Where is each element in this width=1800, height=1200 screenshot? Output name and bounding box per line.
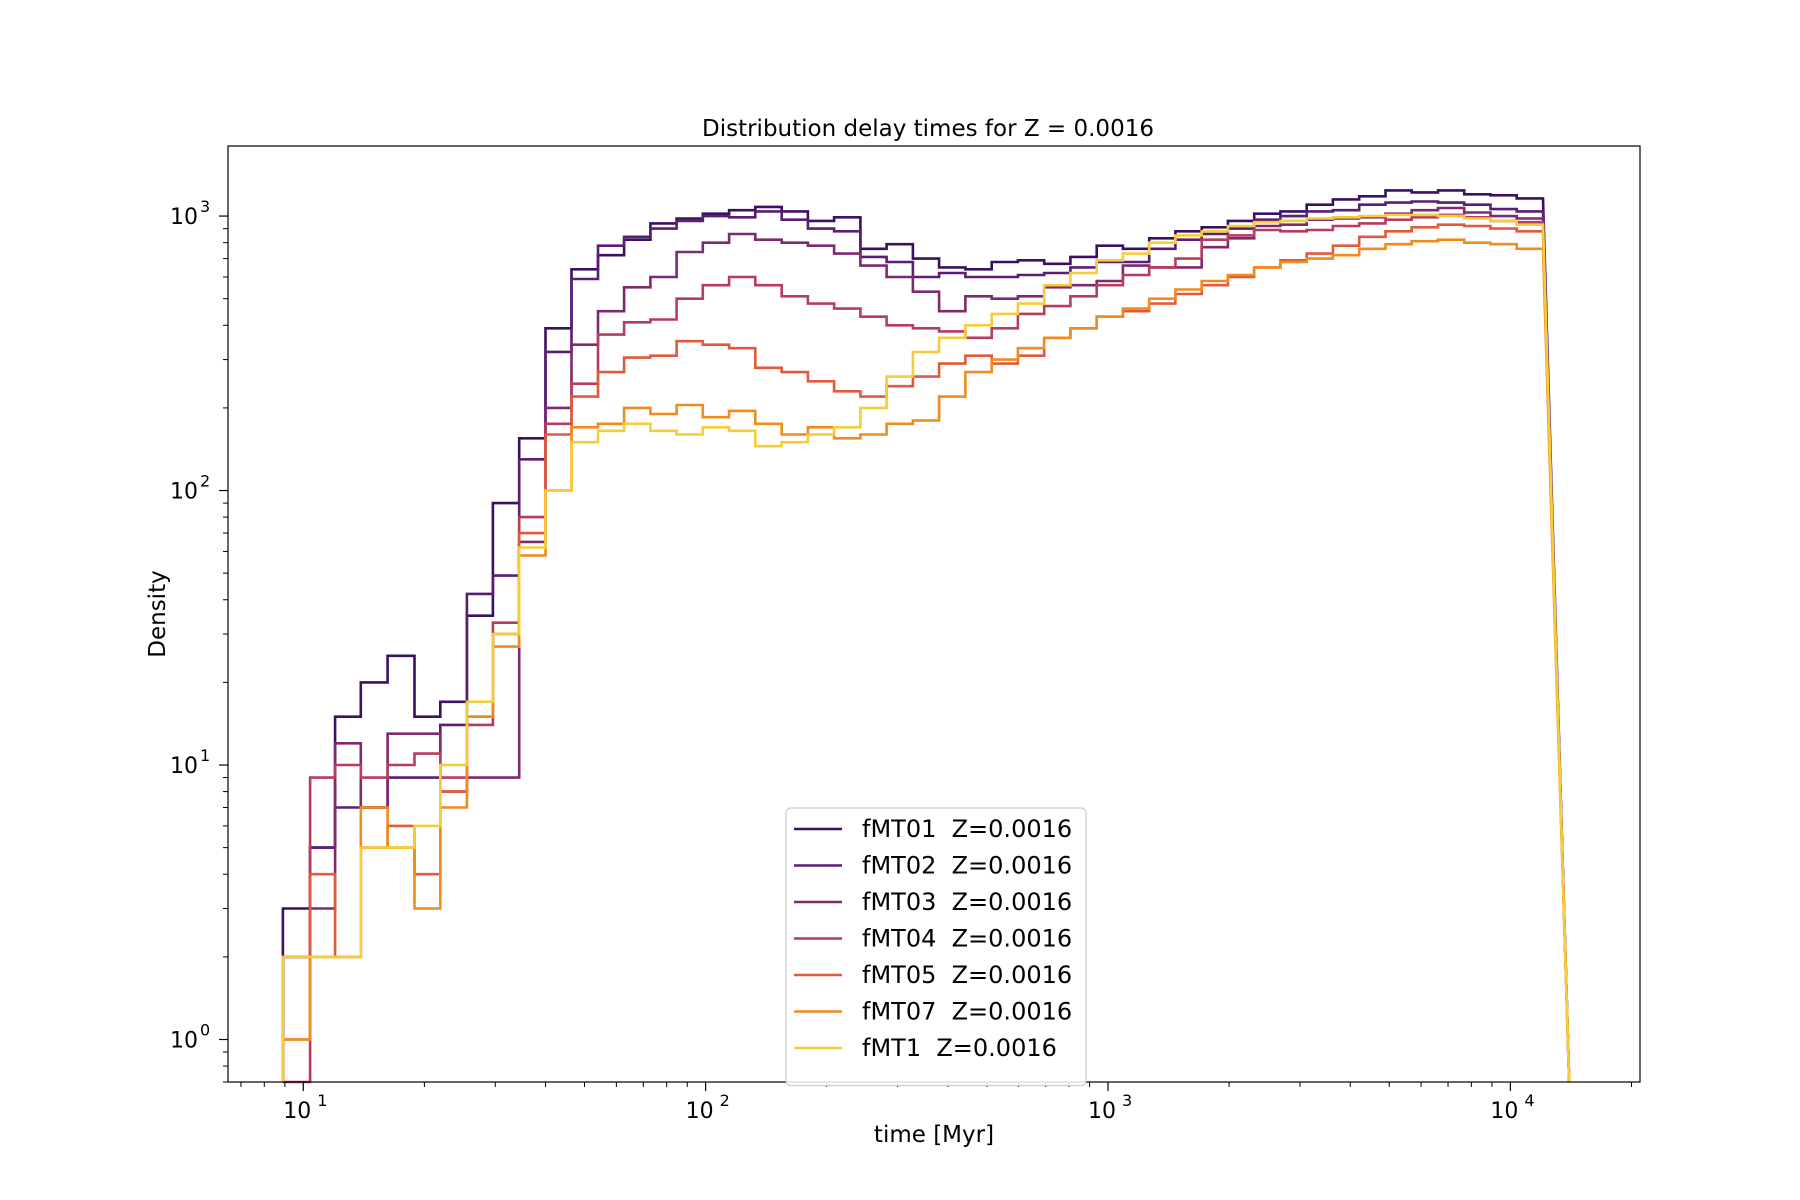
y-tick-label: 10 (170, 205, 198, 230)
x-tick-exponent: 4 (1524, 1091, 1534, 1110)
y-tick-exponent: 0 (200, 1020, 210, 1039)
legend-entry: fMT01 Z=0.0016 (862, 815, 1072, 843)
series-7-line (281, 213, 1571, 1083)
series-layer (281, 189, 1571, 1084)
y-tick-exponent: 3 (200, 197, 210, 216)
x-tick-label: 10 (686, 1099, 714, 1124)
series-1-line (281, 189, 1571, 1083)
x-tick-label: 10 (1490, 1099, 1518, 1124)
y-tick-label: 10 (170, 754, 198, 779)
x-tick-exponent: 3 (1122, 1091, 1132, 1110)
legend: fMT01 Z=0.0016 fMT02 Z=0.0016 fMT03 Z=0.00… (785, 807, 1087, 1087)
y-tick-exponent: 2 (200, 472, 210, 491)
y-axis-label: Density (145, 570, 171, 657)
series-2-line (281, 200, 1571, 1083)
x-axis-label: time [Myr] (874, 1122, 994, 1148)
series-4-line (282, 213, 1571, 1084)
legend-entry: fMT04 Z=0.0016 (862, 925, 1072, 953)
x-tick-label: 10 (283, 1099, 311, 1124)
x-tick-exponent: 2 (720, 1091, 730, 1110)
legend-entry: fMT07 Z=0.0016 (862, 998, 1072, 1026)
chart-title: Distribution delay times for Z = 0.0016 (702, 116, 1154, 142)
legend-entry: fMT1 Z=0.0016 (862, 1034, 1057, 1062)
x-tick-exponent: 1 (317, 1091, 327, 1110)
x-tick-label: 10 (1088, 1099, 1116, 1124)
y-tick-label: 10 (170, 1028, 198, 1053)
y-tick-label: 10 (170, 480, 198, 505)
legend-entry: fMT03 Z=0.0016 (862, 888, 1072, 916)
legend-entry: fMT05 Z=0.0016 (862, 961, 1072, 989)
legend-box (785, 807, 1087, 1087)
legend-entry: fMT02 Z=0.0016 (862, 852, 1072, 880)
y-tick-exponent: 1 (200, 746, 210, 765)
